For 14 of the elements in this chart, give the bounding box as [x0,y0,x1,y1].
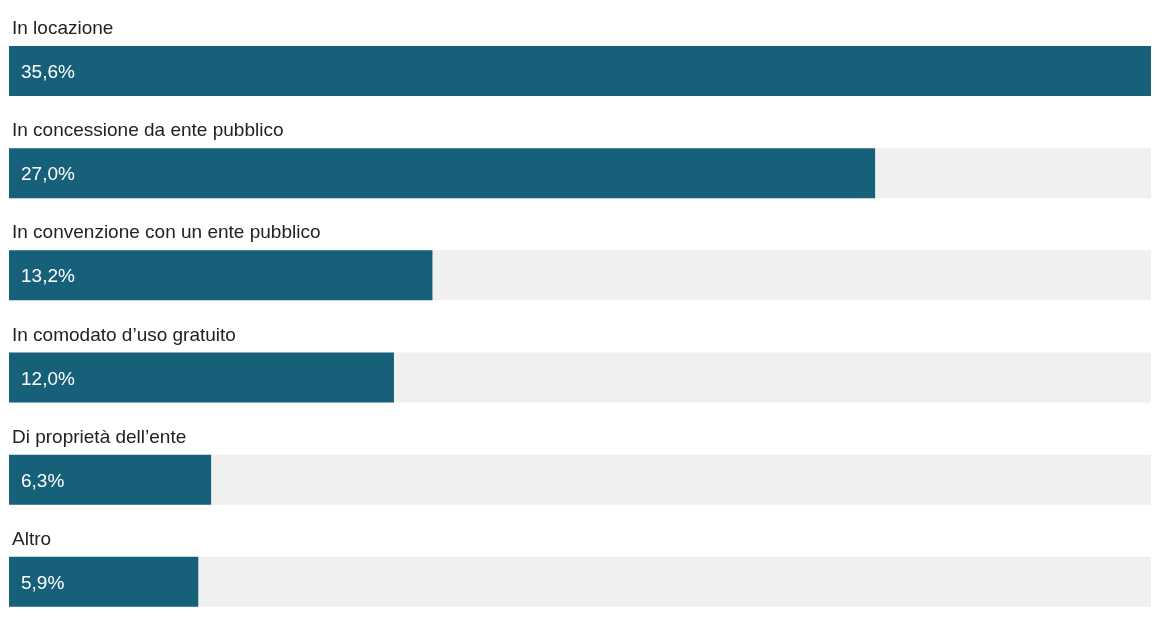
bar [9,454,212,505]
data-label: 13,2% [21,265,75,287]
y-tick-label: In locazione [12,17,114,39]
y-tick-label: In comodato d’uso gratuito [12,323,236,345]
data-label: 27,0% [21,163,75,185]
y-tick-label: In concessione da ente pubblico [12,119,284,141]
data-label: 35,6% [21,61,75,82]
data-label: 6,3% [21,469,65,491]
y-tick-label: Di proprietà dell’ente [12,425,187,447]
data-label: 5,9% [21,571,65,593]
y-tick-label: Altro [12,527,52,549]
y-tick-label: In convenzione con un ente pubblico [12,221,321,243]
bar [9,556,199,607]
data-label: 12,0% [21,367,75,389]
